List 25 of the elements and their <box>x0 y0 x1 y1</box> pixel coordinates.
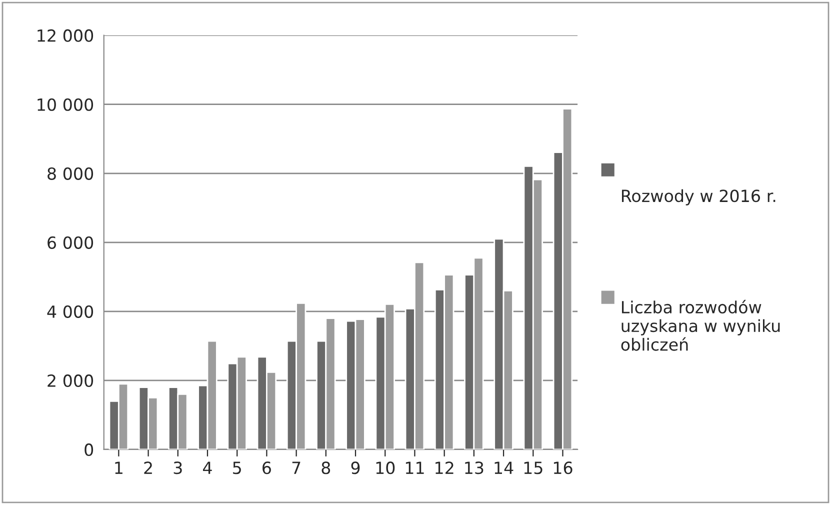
x-tick-label: 13 <box>465 462 484 474</box>
x-tick-label: 6 <box>262 462 271 474</box>
legend-label: Liczba rozwodów uzyskana w wyniku obliczeń <box>621 300 780 351</box>
y-tick-label: 6 000 <box>48 236 94 249</box>
x-tick-label: 5 <box>233 462 241 474</box>
x-tick-label: 3 <box>174 462 182 474</box>
x-tick-label: 11 <box>406 462 424 474</box>
x-tick-label: 8 <box>322 462 330 474</box>
x-tick-label: 1 <box>115 462 122 474</box>
x-tick-label: 2 <box>144 462 152 474</box>
x-tick-label: 14 <box>494 462 514 474</box>
x-tick-label: 16 <box>554 462 572 474</box>
y-tick-label: 12 000 <box>38 29 94 42</box>
x-tick-label: 9 <box>351 462 360 474</box>
legend-label: Rozwody w 2016 r. <box>622 189 776 206</box>
y-tick-label: 8 000 <box>48 167 94 180</box>
y-tick-label: 4 000 <box>47 305 94 318</box>
x-tick-label: 10 <box>376 462 395 474</box>
x-tick-label: 7 <box>292 462 300 474</box>
y-tick-label: 10 000 <box>38 98 94 111</box>
x-tick-label: 12 <box>436 462 454 474</box>
x-tick-label: 15 <box>524 462 542 474</box>
y-tick-label: 2 000 <box>48 374 94 387</box>
y-tick-label: 0 <box>84 443 94 456</box>
x-tick-label: 4 <box>203 462 212 474</box>
